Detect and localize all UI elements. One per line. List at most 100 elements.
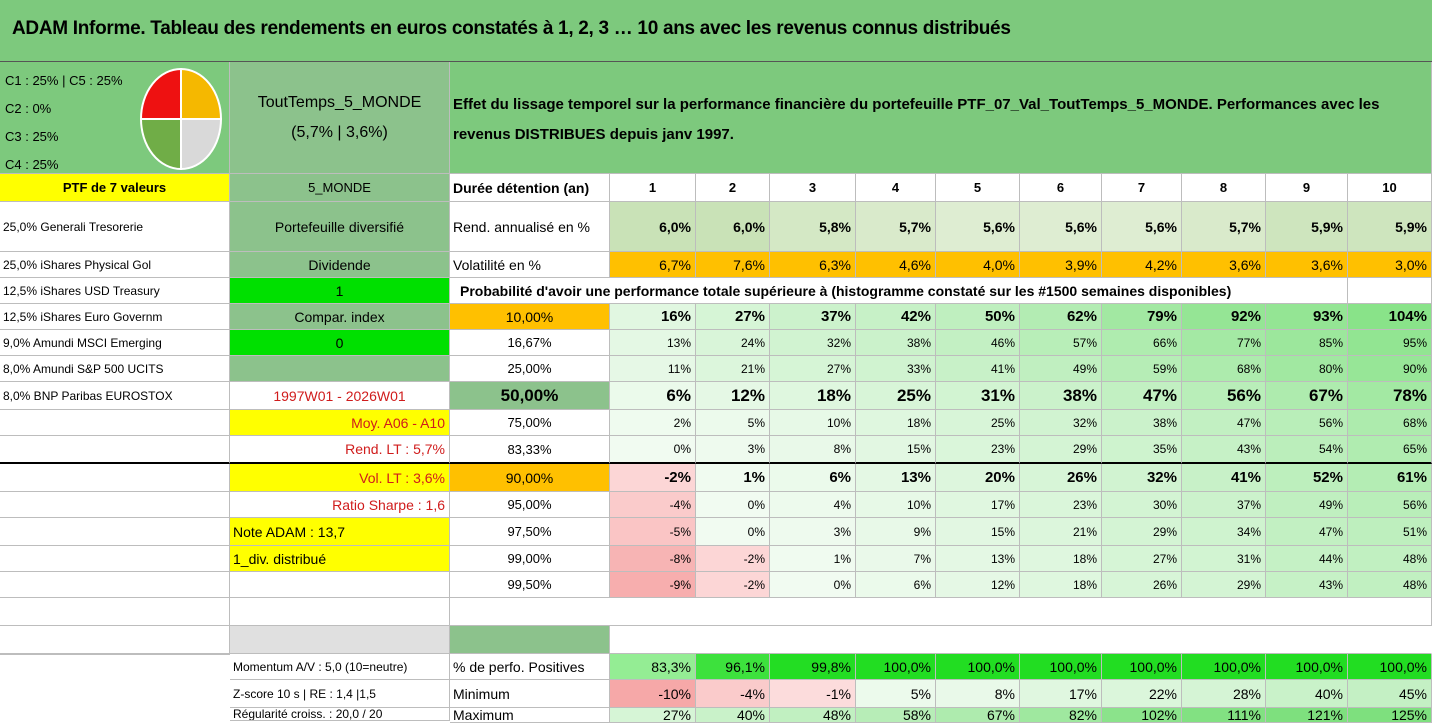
- quantile-value: 0%: [770, 572, 856, 598]
- empty-cell: [0, 626, 230, 654]
- quantile-value: 0%: [696, 518, 770, 546]
- quantile-value: 50%: [936, 304, 1020, 330]
- vol-value: 3,0%: [1348, 252, 1432, 278]
- quantile-value: -4%: [610, 492, 696, 518]
- positive-value: 100,0%: [1102, 654, 1182, 680]
- year-header: 1: [610, 174, 696, 202]
- quantile-value: 4%: [770, 492, 856, 518]
- vol-label: Volatilité en %: [450, 252, 610, 278]
- quantile-value: 32%: [770, 330, 856, 356]
- quantile-value: 56%: [1348, 492, 1432, 518]
- quantile-value: 104%: [1348, 304, 1432, 330]
- quantile-value: 2%: [610, 410, 696, 436]
- quantile-value: -2%: [696, 572, 770, 598]
- quantile-value: 18%: [856, 410, 936, 436]
- positive-value: 100,0%: [936, 654, 1020, 680]
- year-header: 8: [1182, 174, 1266, 202]
- quantile-value: 78%: [1348, 382, 1432, 410]
- empty-cell: [1348, 278, 1432, 304]
- empty-cell: [610, 626, 1432, 654]
- allocation-pie: [138, 66, 224, 172]
- quantile-value: 1%: [770, 546, 856, 572]
- quantile-value: 26%: [1020, 464, 1102, 492]
- max-value: 27%: [610, 708, 696, 723]
- legend-item: C4 : 25%: [5, 156, 59, 172]
- momentum-label: Momentum A/V : 5,0 (10=neutre): [230, 654, 450, 680]
- quantile-value: 23%: [1020, 492, 1102, 518]
- quantile-label: 90,00%: [450, 464, 610, 492]
- year-header: 6: [1020, 174, 1102, 202]
- quantile-value: 21%: [696, 356, 770, 382]
- regularite-label: Régularité croiss. : 20,0 / 20: [230, 708, 450, 721]
- quantile-label: 99,00%: [450, 546, 610, 572]
- quantile-value: 56%: [1266, 410, 1348, 436]
- quantile-value: 47%: [1102, 382, 1182, 410]
- min-value: -10%: [610, 680, 696, 708]
- positive-value: 100,0%: [1348, 654, 1432, 680]
- quantile-value: 3%: [770, 518, 856, 546]
- div-label: 1_div. distribué: [230, 546, 450, 572]
- max-value: 121%: [1266, 708, 1348, 723]
- quantile-value: 13%: [856, 464, 936, 492]
- quantile-value: 6%: [610, 382, 696, 410]
- min-label: Minimum: [450, 680, 610, 708]
- min-value: -4%: [696, 680, 770, 708]
- quantile-value: 68%: [1182, 356, 1266, 382]
- quantile-value: 18%: [1020, 572, 1102, 598]
- rend-lt-label: Rend. LT : 5,7%: [230, 436, 450, 464]
- empty-cell: [450, 598, 1432, 626]
- quantile-value: 49%: [1266, 492, 1348, 518]
- quantile-value: 62%: [1020, 304, 1102, 330]
- rend-value: 6,0%: [610, 202, 696, 252]
- empty-cell: [230, 626, 450, 654]
- quantile-value: 5%: [696, 410, 770, 436]
- quantile-value: 0%: [610, 436, 696, 464]
- quantile-value: 20%: [936, 464, 1020, 492]
- quantile-value: 12%: [696, 382, 770, 410]
- empty-cell: [230, 572, 450, 598]
- min-value: 45%: [1348, 680, 1432, 708]
- empty-cell: [230, 356, 450, 382]
- positive-label: % de perfo. Positives: [450, 654, 610, 680]
- diversifie-label: Portefeuille diversifié: [230, 202, 450, 252]
- quantile-value: 51%: [1348, 518, 1432, 546]
- holding-item: 12,5% iShares Euro Governm: [0, 304, 230, 330]
- max-value: 82%: [1020, 708, 1102, 723]
- quantile-value: 23%: [936, 436, 1020, 464]
- quantile-value: 44%: [1266, 546, 1348, 572]
- min-value: 5%: [856, 680, 936, 708]
- portfolio-name: ToutTemps_5_MONDE: [257, 93, 422, 111]
- max-value: 125%: [1348, 708, 1432, 723]
- vol-value: 4,6%: [856, 252, 936, 278]
- dividende-value: 1: [230, 278, 450, 304]
- quantile-value: 25%: [856, 382, 936, 410]
- quantile-value: 34%: [1182, 518, 1266, 546]
- holding-item: 8,0% BNP Paribas EUROSTOX: [0, 382, 230, 410]
- positive-value: 96,1%: [696, 654, 770, 680]
- vol-value: 3,6%: [1266, 252, 1348, 278]
- quantile-value: 52%: [1266, 464, 1348, 492]
- rend-value: 6,0%: [696, 202, 770, 252]
- quantile-value: 15%: [936, 518, 1020, 546]
- rend-value: 5,9%: [1348, 202, 1432, 252]
- quantile-value: 25%: [936, 410, 1020, 436]
- quantile-value: 57%: [1020, 330, 1102, 356]
- pie-slice-c3: [139, 67, 182, 120]
- quantile-value: 37%: [770, 304, 856, 330]
- quantile-value: 33%: [856, 356, 936, 382]
- vol-value: 6,3%: [770, 252, 856, 278]
- quantile-value: 10%: [856, 492, 936, 518]
- quantile-value: 0%: [696, 492, 770, 518]
- vol-value: 6,7%: [610, 252, 696, 278]
- quantile-value: 48%: [1348, 572, 1432, 598]
- holding-item: 8,0% Amundi S&P 500 UCITS: [0, 356, 230, 382]
- holding-item: 12,5% iShares USD Treasury: [0, 278, 230, 304]
- quantile-value: -9%: [610, 572, 696, 598]
- quantile-value: 26%: [1102, 572, 1182, 598]
- quantile-value: 1%: [696, 464, 770, 492]
- quantile-value: -5%: [610, 518, 696, 546]
- quantile-value: 24%: [696, 330, 770, 356]
- quantile-value: 29%: [1102, 518, 1182, 546]
- vol-value: 7,6%: [696, 252, 770, 278]
- quantile-value: 48%: [1348, 546, 1432, 572]
